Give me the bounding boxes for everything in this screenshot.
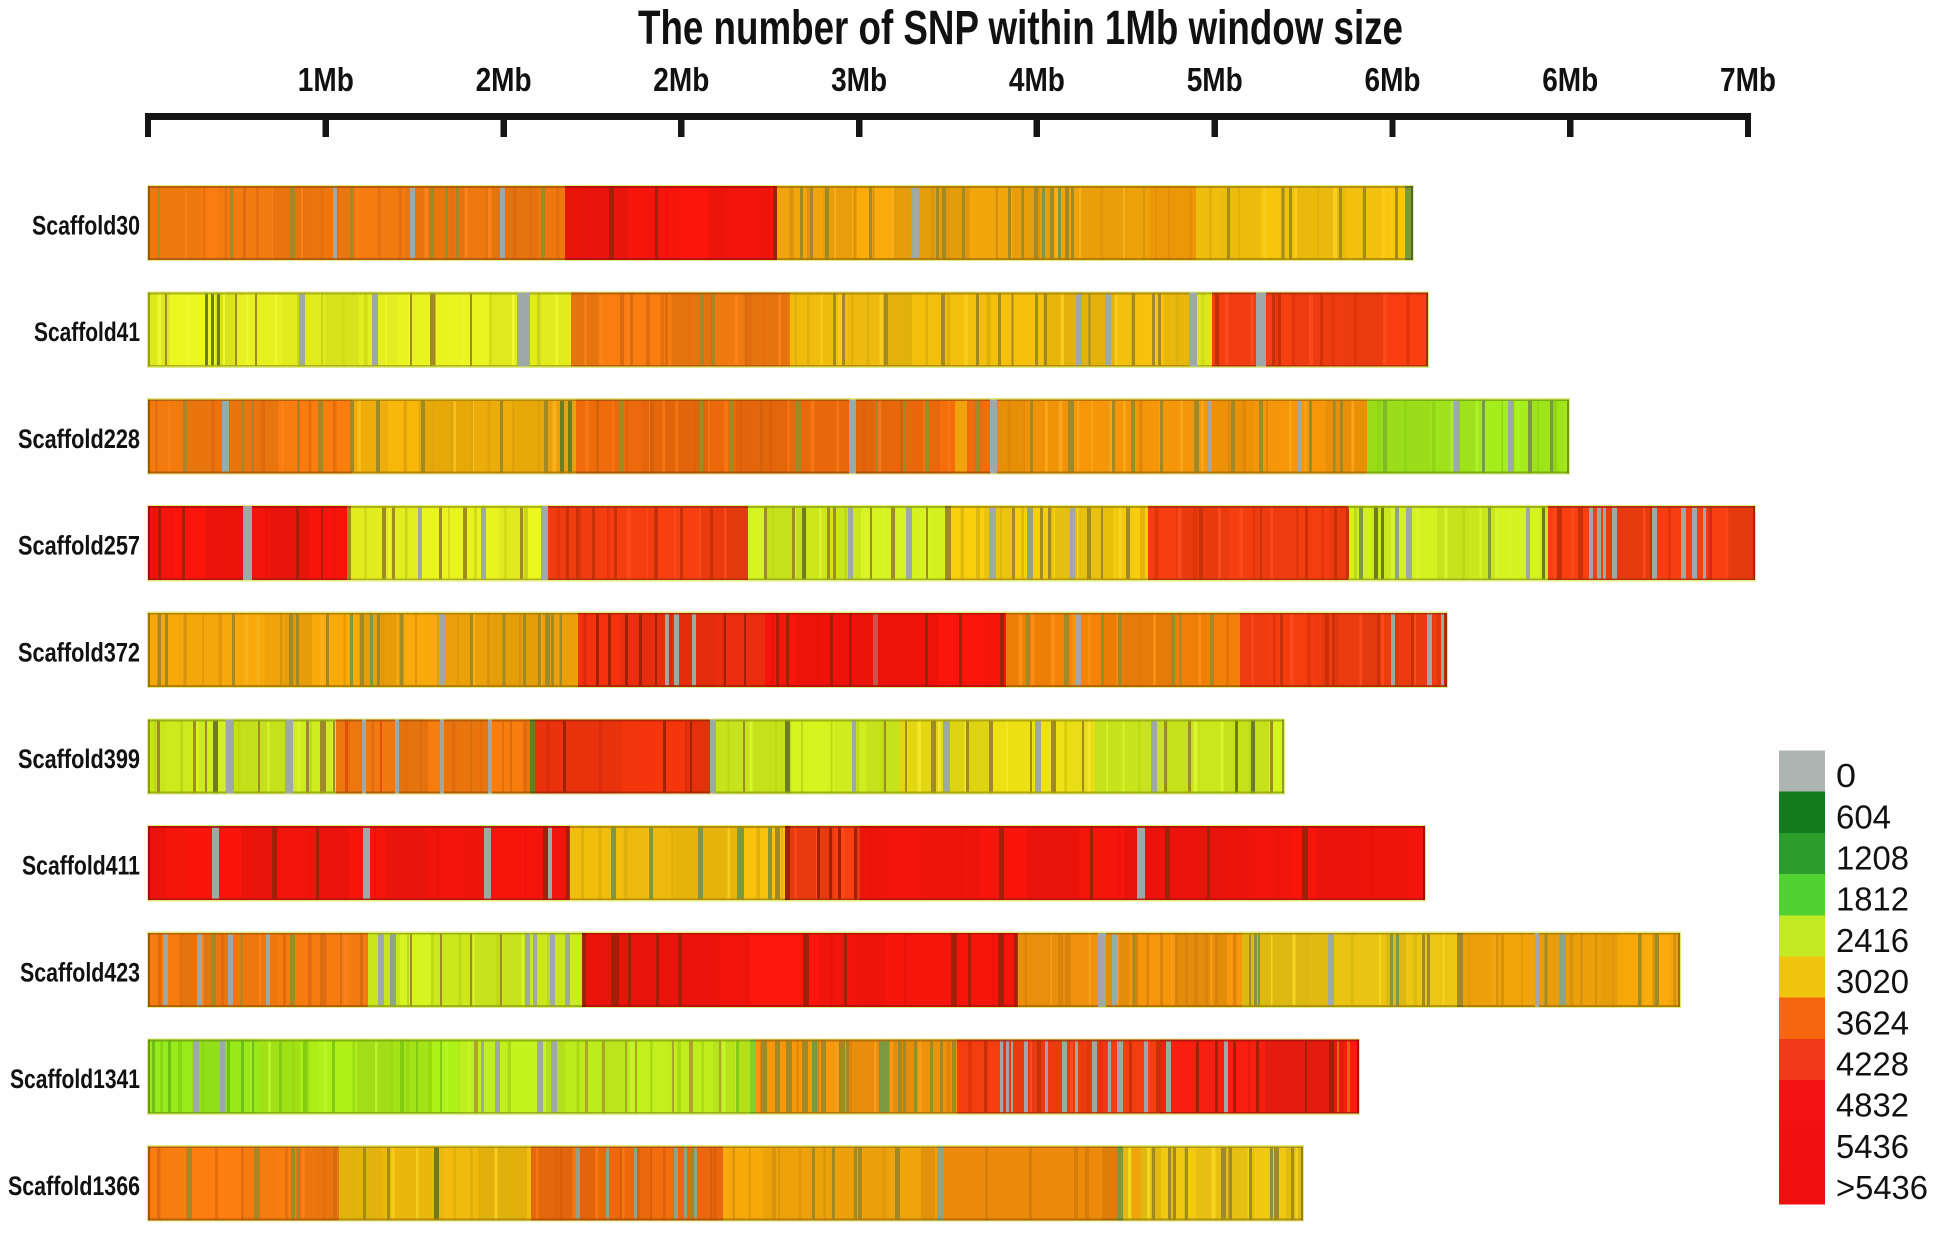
svg-text:4832: 4832 <box>1836 1088 1909 1125</box>
svg-text:3020: 3020 <box>1836 964 1909 1001</box>
svg-text:Scaffold30: Scaffold30 <box>32 211 140 241</box>
svg-text:Scaffold1366: Scaffold1366 <box>8 1171 140 1201</box>
svg-text:6Mb: 6Mb <box>1365 61 1421 98</box>
svg-text:>5436: >5436 <box>1836 1170 1928 1207</box>
svg-text:4228: 4228 <box>1836 1047 1909 1084</box>
svg-text:604: 604 <box>1836 799 1891 836</box>
svg-text:1Mb: 1Mb <box>298 61 354 98</box>
svg-text:4Mb: 4Mb <box>1009 61 1065 98</box>
svg-text:1812: 1812 <box>1836 882 1909 919</box>
svg-text:5436: 5436 <box>1836 1129 1909 1166</box>
svg-text:Scaffold257: Scaffold257 <box>18 531 140 561</box>
svg-text:Scaffold1341: Scaffold1341 <box>10 1064 140 1094</box>
svg-text:0: 0 <box>1836 758 1856 795</box>
svg-text:Scaffold423: Scaffold423 <box>20 957 140 987</box>
svg-text:6Mb: 6Mb <box>1542 61 1598 98</box>
svg-text:3624: 3624 <box>1836 1005 1909 1042</box>
svg-text:3Mb: 3Mb <box>831 61 887 98</box>
svg-text:2Mb: 2Mb <box>653 61 709 98</box>
svg-text:The number of SNP within 1Mb w: The number of SNP within 1Mb window size <box>638 2 1403 55</box>
svg-text:Scaffold372: Scaffold372 <box>18 637 140 667</box>
svg-text:5Mb: 5Mb <box>1187 61 1243 98</box>
svg-text:7Mb: 7Mb <box>1720 61 1776 98</box>
svg-text:2Mb: 2Mb <box>476 61 532 98</box>
svg-text:2416: 2416 <box>1836 923 1909 960</box>
svg-text:Scaffold41: Scaffold41 <box>34 317 140 347</box>
svg-text:Scaffold228: Scaffold228 <box>18 424 140 454</box>
svg-text:1208: 1208 <box>1836 841 1909 878</box>
svg-text:Scaffold399: Scaffold399 <box>18 744 140 774</box>
svg-text:Scaffold411: Scaffold411 <box>22 851 140 881</box>
